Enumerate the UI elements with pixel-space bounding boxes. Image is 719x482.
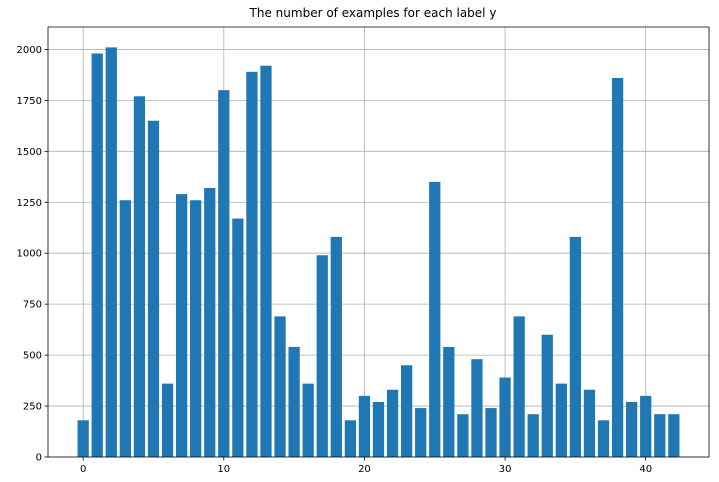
bar-label-14 bbox=[274, 316, 286, 457]
bar-label-9 bbox=[204, 187, 216, 458]
bar-label-27 bbox=[457, 414, 469, 457]
y-tick-label: 1000 bbox=[17, 249, 42, 260]
x-tick-label: 20 bbox=[358, 464, 371, 475]
bar-label-11 bbox=[232, 218, 244, 457]
bar-label-34 bbox=[555, 383, 567, 457]
bar-label-36 bbox=[583, 389, 596, 457]
y-tick-label: 1250 bbox=[17, 198, 42, 209]
bar-label-16 bbox=[302, 383, 314, 457]
bar-label-38 bbox=[611, 77, 624, 457]
bar-label-28 bbox=[471, 359, 483, 457]
bar-label-39 bbox=[626, 401, 638, 457]
bar-label-41 bbox=[654, 414, 666, 457]
bar-label-17 bbox=[316, 255, 328, 457]
bar-label-25 bbox=[429, 181, 441, 457]
bar-label-12 bbox=[246, 71, 258, 458]
x-tick-label: 40 bbox=[639, 464, 652, 475]
bar-label-18 bbox=[330, 236, 342, 457]
bar-label-21 bbox=[372, 401, 385, 457]
bar-label-1 bbox=[91, 53, 103, 457]
bar-label-40 bbox=[640, 395, 652, 457]
bar-label-13 bbox=[260, 65, 272, 457]
x-tick-label: 0 bbox=[80, 464, 86, 475]
chart-title: The number of examples for each label y bbox=[249, 6, 497, 20]
y-tick-label: 500 bbox=[23, 351, 42, 362]
x-tick-label: 10 bbox=[217, 464, 230, 475]
y-tick-label: 250 bbox=[23, 402, 42, 413]
bar-label-29 bbox=[485, 408, 497, 457]
bar-label-37 bbox=[597, 420, 610, 457]
bar-label-26 bbox=[443, 346, 455, 457]
bar-label-6 bbox=[161, 383, 174, 457]
bar-label-7 bbox=[175, 194, 188, 457]
bar-label-24 bbox=[415, 408, 427, 457]
bar-label-8 bbox=[190, 200, 202, 457]
tick-labels: 0 250 500 750 1000 1250 1500 1750 2000 0 10 20 30 40 bbox=[17, 45, 653, 475]
bar-label-3 bbox=[119, 200, 131, 457]
bar-label-5 bbox=[147, 120, 160, 457]
y-tick-label: 2000 bbox=[17, 45, 42, 56]
bar-label-35 bbox=[569, 236, 582, 457]
bar-label-22 bbox=[386, 389, 399, 457]
axes bbox=[44, 26, 710, 461]
bar-label-30 bbox=[499, 377, 511, 457]
bar-label-15 bbox=[288, 346, 300, 457]
y-tick-label: 750 bbox=[23, 300, 42, 311]
bar-label-2 bbox=[105, 47, 117, 457]
bar-label-23 bbox=[401, 365, 413, 457]
bar-label-4 bbox=[133, 96, 146, 458]
bar-label-31 bbox=[513, 316, 525, 457]
y-tick-label: 0 bbox=[36, 453, 42, 464]
bar-label-19 bbox=[344, 420, 356, 457]
y-tick-label: 1500 bbox=[17, 147, 42, 158]
bar-label-42 bbox=[668, 414, 680, 457]
bar-label-0 bbox=[77, 420, 89, 457]
bar-label-32 bbox=[527, 414, 539, 457]
bars bbox=[77, 47, 680, 458]
x-tick-label: 30 bbox=[499, 464, 512, 475]
y-tick-label: 1750 bbox=[17, 96, 42, 107]
bar-label-10 bbox=[218, 90, 230, 457]
bar-label-20 bbox=[358, 395, 371, 457]
bar-label-33 bbox=[541, 334, 553, 457]
